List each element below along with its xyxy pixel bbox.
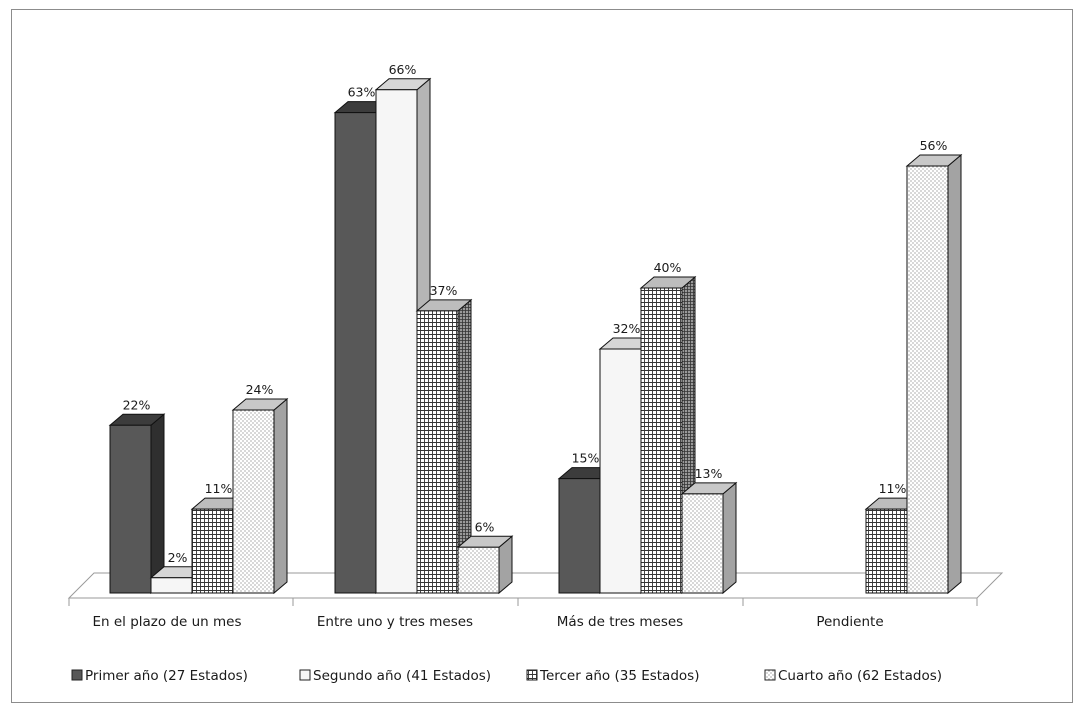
value-label: 2% bbox=[168, 550, 188, 565]
value-label: 40% bbox=[654, 260, 682, 275]
bar-1-4 bbox=[231, 397, 289, 595]
bar-side bbox=[150, 413, 165, 595]
chart-category-labels: En el plazo de un mes Entre uno y tres me… bbox=[92, 614, 883, 630]
x-tick-label: Entre uno y tres meses bbox=[317, 614, 473, 630]
legend-swatch bbox=[299, 669, 311, 681]
chart-svg: 22% 2% 11% 24% 63% 66% 37% 6% 15% 32% 40% 13% 11% 56%… bbox=[67, 62, 1004, 684]
bar-front bbox=[640, 287, 683, 594]
x-tick-label: Más de tres meses bbox=[557, 614, 683, 630]
legend-swatch bbox=[71, 669, 83, 681]
bar-front bbox=[150, 577, 193, 594]
x-tick-label: En el plazo de un mes bbox=[92, 614, 241, 630]
legend-label: Segundo año (41 Estados) bbox=[313, 668, 491, 684]
bar-2-3 bbox=[415, 298, 473, 595]
bar-side bbox=[273, 397, 288, 595]
bar-front bbox=[191, 508, 234, 594]
bar-front bbox=[681, 493, 724, 594]
legend-label: Primer año (27 Estados) bbox=[85, 668, 248, 684]
value-label: 32% bbox=[613, 321, 641, 336]
bar-front bbox=[599, 348, 642, 594]
bar-1-1 bbox=[108, 413, 166, 595]
bar-front bbox=[457, 546, 500, 594]
chart-value-labels: 22% 2% 11% 24% 63% 66% 37% 6% 15% 32% 40% 13% 11% 56% bbox=[123, 62, 948, 565]
legend-item-1: Primer año (27 Estados) bbox=[71, 668, 248, 684]
value-label: 11% bbox=[879, 481, 907, 496]
bar-4-4 bbox=[905, 153, 963, 595]
value-label: 24% bbox=[246, 382, 274, 397]
value-label: 63% bbox=[348, 85, 376, 100]
bar-front bbox=[865, 508, 908, 594]
bar-2-4 bbox=[456, 535, 514, 595]
chart-legend: Primer año (27 Estados) Segundo año (41 E… bbox=[71, 668, 942, 684]
value-label: 37% bbox=[430, 283, 458, 298]
x-tick-label: Pendiente bbox=[816, 614, 883, 630]
bar-3-4 bbox=[680, 481, 738, 595]
value-label: 6% bbox=[475, 519, 495, 534]
chart-floor bbox=[67, 572, 1004, 606]
bar-front bbox=[558, 478, 601, 594]
legend-label: Cuarto año (62 Estados) bbox=[778, 668, 942, 684]
bar-front bbox=[906, 165, 949, 594]
legend-item-3: Tercer año (35 Estados) bbox=[526, 668, 699, 684]
value-label: 11% bbox=[205, 481, 233, 496]
bar-front bbox=[375, 89, 418, 594]
legend-label: Tercer año (35 Estados) bbox=[539, 668, 699, 684]
legend-item-4: Cuarto año (62 Estados) bbox=[764, 668, 942, 684]
bar-side bbox=[947, 153, 962, 595]
legend-item-2: Segundo año (41 Estados) bbox=[299, 668, 491, 684]
bar-side bbox=[722, 481, 737, 595]
bar-front bbox=[232, 409, 275, 594]
value-label: 22% bbox=[123, 397, 151, 412]
bar-front bbox=[416, 310, 459, 594]
bar-front bbox=[334, 112, 377, 594]
legend-swatch bbox=[764, 669, 776, 681]
chart-frame: 22% 2% 11% 24% 63% 66% 37% 6% 15% 32% 40% 13% 11% 56%… bbox=[11, 9, 1073, 703]
bar-front bbox=[109, 424, 152, 594]
chart-bars bbox=[108, 77, 963, 595]
value-label: 66% bbox=[389, 62, 417, 77]
legend-swatch bbox=[526, 669, 538, 681]
value-label: 15% bbox=[572, 451, 600, 466]
value-label: 56% bbox=[920, 138, 948, 153]
value-label: 13% bbox=[695, 466, 723, 481]
